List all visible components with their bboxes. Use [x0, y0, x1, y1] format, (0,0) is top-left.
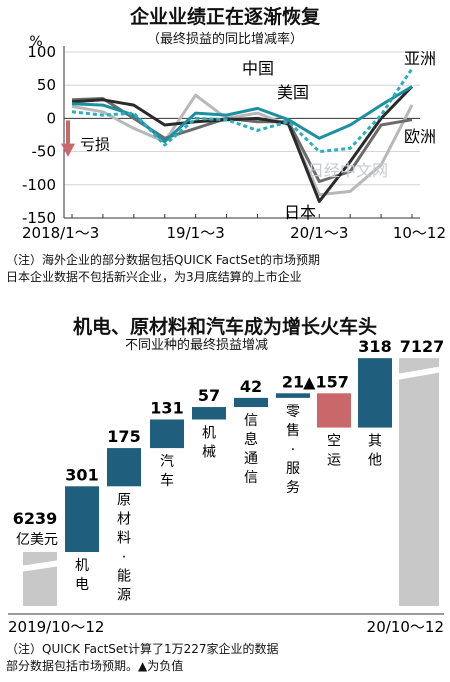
top-chart-note: （注）海外企业的部分数据包括QUICK FactSet的市场预期 日本企业数据不… — [6, 252, 320, 286]
watermark: 日经中文网 — [308, 161, 388, 180]
bar-category-label-6: 空运 — [327, 434, 341, 469]
end-total-bar — [399, 358, 439, 606]
y-tick-label: 50 — [37, 76, 56, 94]
top-chart-subtitle: （最终损益的同比增减率） — [146, 32, 303, 47]
bar-value-label-4: 42 — [240, 377, 262, 396]
series-line-2 — [71, 85, 414, 203]
bar-category-label-1: 原材料·能源 — [117, 492, 131, 603]
waterfall-bar-6 — [317, 393, 351, 428]
series-line-4 — [71, 93, 414, 197]
bar-value-label-6: ▲157 — [303, 372, 349, 391]
y-tick-label: -50 — [32, 143, 57, 161]
bar-category-label-3: 机械 — [202, 425, 216, 460]
bottom-chart-title: 机电、原材料和汽车成为增长火车头 — [72, 316, 377, 338]
top-note-line-1: （注）海外企业的部分数据包括QUICK FactSet的市场预期 — [6, 253, 320, 267]
series-line-0 — [71, 67, 414, 154]
bar-category-label-7: 其他 — [368, 434, 382, 469]
start-total-bar — [23, 552, 57, 606]
x-tick-label: 20/1～3 — [290, 224, 348, 242]
bar-value-label-1: 175 — [107, 427, 140, 446]
waterfall-bar-1 — [107, 448, 141, 487]
bar-value-label-3: 57 — [198, 386, 220, 405]
waterfall-bar-4 — [234, 397, 268, 408]
x-tick-label: 10～12 — [393, 224, 446, 242]
top-chart-title: 企业业绩正在逐渐恢复 — [129, 6, 320, 28]
y-tick-label: 0 — [46, 109, 56, 127]
top-note-line-2: 日本企业数据不包括新兴企业，为3月底结算的上市企业 — [6, 270, 302, 284]
bottom-chart-subtitle: 不同业种的最终损益增减 — [125, 338, 269, 353]
series-name-1: 中国 — [242, 59, 274, 78]
bar-category-label-0: 机电 — [75, 558, 89, 593]
loss-arrow-head — [61, 143, 75, 157]
y-tick-label: -150 — [22, 209, 56, 227]
y-tick-label: 100 — [27, 43, 56, 61]
waterfall-bar-0 — [65, 486, 99, 552]
start-period-label: 2019/10～12 — [8, 618, 104, 636]
end-value-label: 7127 — [400, 337, 445, 356]
bar-category-label-2: 汽车 — [160, 454, 174, 489]
bar-value-label-5: 21 — [282, 372, 304, 391]
series-name-2: 美国 — [277, 83, 309, 102]
end-period-label: 20/10～12 — [367, 618, 444, 636]
start-value-label: 6239 — [13, 509, 58, 528]
start-unit-label: 亿美元 — [16, 532, 58, 548]
waterfall-bar-7 — [358, 358, 392, 428]
waterfall-bar-3 — [192, 407, 226, 420]
bar-value-label-0: 301 — [65, 465, 98, 484]
bottom-note-line-2: 部分数据包括市场预期。▲为负值 — [6, 659, 184, 673]
y-unit-label: % — [29, 34, 42, 50]
series-name-3: 欧洲 — [404, 127, 436, 146]
series-name-0: 亚洲 — [404, 49, 436, 68]
start-bar-break — [20, 560, 60, 572]
y-tick-label: -100 — [22, 176, 56, 194]
loss-label: 亏损 — [80, 136, 110, 154]
bottom-note-line-1: （注）QUICK FactSet计算了1万227家企业的数据 — [6, 642, 279, 656]
x-tick-label: 19/1～3 — [167, 224, 225, 242]
bar-value-label-7: 318 — [358, 337, 391, 356]
bar-value-label-2: 131 — [150, 398, 183, 417]
waterfall-bar-5 — [276, 393, 310, 398]
waterfall-bar-2 — [150, 419, 184, 449]
x-tick-label: 2018/1～3 — [22, 224, 99, 242]
bottom-chart-note: （注）QUICK FactSet计算了1万227家企业的数据 部分数据包括市场预… — [6, 641, 279, 675]
series-name-4: 日本 — [284, 203, 316, 222]
bar-category-label-4: 信息通信 — [244, 413, 258, 486]
end-bar-break — [396, 366, 442, 381]
bar-category-label-5: 零售·服务 — [286, 404, 300, 496]
